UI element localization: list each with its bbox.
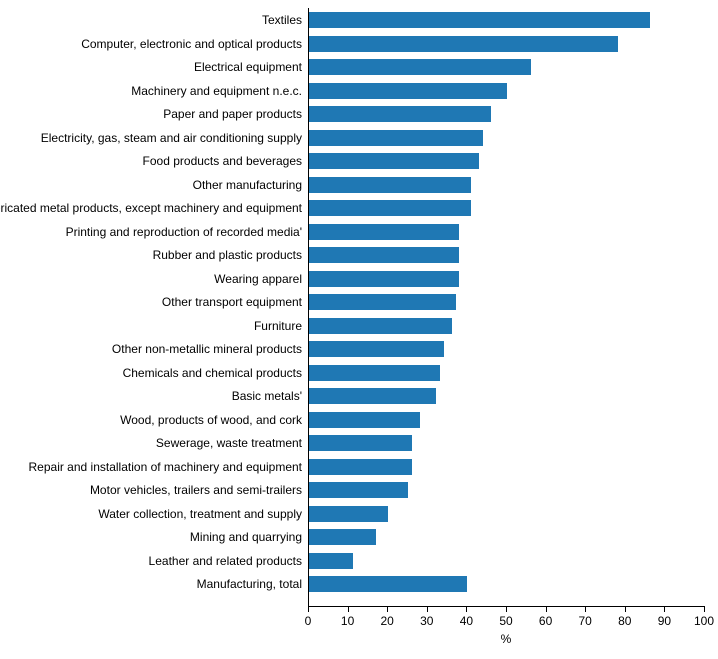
x-tick xyxy=(704,606,705,612)
x-tick xyxy=(585,606,586,612)
category-label: Electrical equipment xyxy=(194,59,302,75)
x-tick-label: 90 xyxy=(658,614,671,628)
x-tick xyxy=(466,606,467,612)
bar xyxy=(309,412,420,428)
category-label: Other transport equipment xyxy=(162,294,302,310)
bar xyxy=(309,83,507,99)
x-axis-title: % xyxy=(501,632,512,646)
category-label: Paper and paper products xyxy=(163,106,302,122)
x-tick-label: 40 xyxy=(460,614,473,628)
x-tick-label: 80 xyxy=(618,614,631,628)
x-tick-label: 70 xyxy=(579,614,592,628)
bar xyxy=(309,59,531,75)
bar xyxy=(309,529,376,545)
category-label: Machinery and equipment n.e.c. xyxy=(131,83,302,99)
bar xyxy=(309,12,650,28)
bar xyxy=(309,271,459,287)
x-tick-label: 0 xyxy=(305,614,312,628)
category-label: Basic metals' xyxy=(232,388,302,404)
x-tick-label: 20 xyxy=(381,614,394,628)
category-label: Food products and beverages xyxy=(143,153,302,169)
category-label: Water collection, treatment and supply xyxy=(98,506,302,522)
category-label: Mining and quarrying xyxy=(190,529,302,545)
bar xyxy=(309,341,444,357)
bar xyxy=(309,459,412,475)
category-label: Other non-metallic mineral products xyxy=(112,341,302,357)
x-tick-label: 10 xyxy=(341,614,354,628)
bar xyxy=(309,247,459,263)
bar xyxy=(309,130,483,146)
x-tick xyxy=(427,606,428,612)
bar xyxy=(309,482,408,498)
bar xyxy=(309,106,491,122)
category-label: Computer, electronic and optical product… xyxy=(81,36,302,52)
category-label: Sewerage, waste treatment xyxy=(156,435,302,451)
category-label: Printing and reproduction of recorded me… xyxy=(66,224,302,240)
x-tick xyxy=(348,606,349,612)
category-label: Leather and related products xyxy=(149,553,302,569)
x-tick-label: 30 xyxy=(420,614,433,628)
bar xyxy=(309,200,471,216)
bar xyxy=(309,576,467,592)
bar xyxy=(309,553,353,569)
category-label: Wood, products of wood, and cork xyxy=(120,412,302,428)
x-tick-label: 60 xyxy=(539,614,552,628)
x-tick xyxy=(387,606,388,612)
bar xyxy=(309,153,479,169)
x-tick xyxy=(308,606,309,612)
bar xyxy=(309,365,440,381)
x-tick-label: 100 xyxy=(694,614,714,628)
category-label: Rubber and plastic products xyxy=(153,247,302,263)
category-label: Textiles xyxy=(262,12,302,28)
bar xyxy=(309,318,452,334)
x-tick xyxy=(625,606,626,612)
bar xyxy=(309,294,456,310)
category-label: Furniture xyxy=(254,318,302,334)
category-label: Chemicals and chemical products xyxy=(123,365,302,381)
x-tick xyxy=(664,606,665,612)
bar xyxy=(309,224,459,240)
category-label: Motor vehicles, trailers and semi-traile… xyxy=(90,482,302,498)
category-label: Repair and installation of machinery and… xyxy=(29,459,303,475)
chart-container: % Textiles Computer, electronic and optic… xyxy=(0,0,718,659)
category-label: Other manufacturing xyxy=(193,177,302,193)
category-label: Wearing apparel xyxy=(214,271,302,287)
bar xyxy=(309,435,412,451)
bar xyxy=(309,506,388,522)
category-label: Manufacturing, total xyxy=(197,576,302,592)
x-tick xyxy=(546,606,547,612)
bar xyxy=(309,388,436,404)
x-tick xyxy=(506,606,507,612)
category-label: Electricity, gas, steam and air conditio… xyxy=(41,130,302,146)
bar xyxy=(309,36,618,52)
x-tick-label: 50 xyxy=(499,614,512,628)
category-label: Fabricated metal products, except machin… xyxy=(0,200,302,216)
bar xyxy=(309,177,471,193)
